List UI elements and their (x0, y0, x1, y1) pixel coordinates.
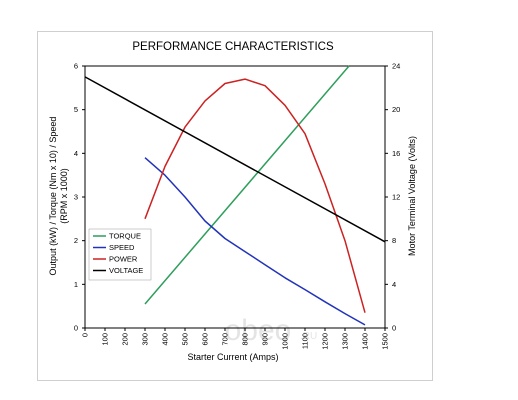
legend-label-speed: SPEED (109, 243, 135, 252)
y-right-tick-label: 0 (392, 324, 396, 333)
y-right-tick-label: 4 (392, 280, 396, 289)
x-tick-label: 200 (121, 333, 130, 346)
x-tick-label: 1500 (381, 333, 390, 350)
series-line-voltage (84, 76, 386, 243)
x-tick-label: 1200 (321, 333, 330, 350)
y-right-tick-label: 12 (392, 193, 400, 202)
series-line-torque (144, 65, 350, 305)
x-tick-label: 500 (181, 333, 190, 346)
x-tick-label: 1400 (361, 333, 370, 350)
y-left-tick-label: 5 (74, 105, 78, 114)
x-tick-label: 600 (201, 333, 210, 346)
y-left-axis-label: Output (kW) / Torque (Nm x 10) / Speed (48, 117, 58, 276)
legend-box (88, 228, 152, 281)
y-left-tick-label: 6 (74, 62, 78, 71)
y-left-tick-label: 1 (74, 280, 78, 289)
series-line-power (144, 78, 366, 313)
legend-label-voltage: VOLTAGE (109, 266, 143, 275)
legend-label-power: POWER (109, 255, 138, 264)
x-tick-label: 1000 (281, 333, 290, 350)
x-tick-label: 0 (81, 333, 90, 337)
y-right-tick-label: 20 (392, 105, 400, 114)
watermark-suffix: .RU (300, 331, 317, 342)
y-left-tick-label: 4 (74, 149, 78, 158)
y-right-axis-label: Motor Terminal Voltage (Volts) (407, 136, 417, 256)
chart-frame (37, 31, 433, 381)
series-line-speed (144, 157, 366, 326)
y-right-tick-label: 8 (392, 236, 396, 245)
x-tick-label: 100 (101, 333, 110, 346)
x-tick-label: 800 (241, 333, 250, 346)
y-left-tick-label: 0 (74, 324, 78, 333)
chart-title: PERFORMANCE CHARACTERISTICS (132, 41, 334, 53)
x-tick-label: 400 (161, 333, 170, 346)
legend: TORQUE SPEED POWER VOLTAGE (88, 228, 152, 281)
x-tick-label: 1300 (341, 333, 350, 350)
plot-area (84, 65, 386, 329)
x-tick-label: 1100 (301, 333, 310, 349)
y-left-tick-label: 3 (74, 193, 78, 202)
x-tick-label: 700 (221, 333, 230, 346)
y-right-tick-label: 24 (392, 62, 400, 71)
x-tick-label: 900 (261, 333, 270, 346)
legend-label-torque: TORQUE (109, 232, 141, 241)
watermark: obeo .RU (225, 314, 318, 347)
watermark-text: obeo (225, 314, 292, 347)
y-right-tick-label: 16 (392, 149, 400, 158)
x-tick-label: 300 (141, 333, 150, 346)
y-left-tick-label: 2 (74, 236, 78, 245)
x-axis-label: Starter Current (Amps) (187, 352, 278, 362)
y-left-axis-label-line2: (RPM x 1000) (59, 168, 69, 224)
